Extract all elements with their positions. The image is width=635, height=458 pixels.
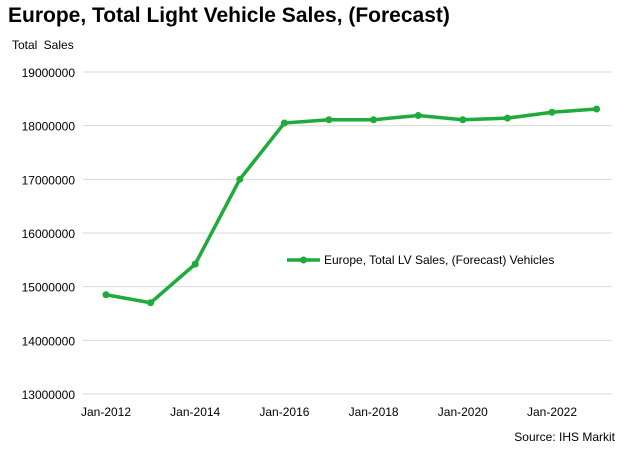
legend-label: Europe, Total LV Sales, (Forecast) Vehic… (324, 253, 554, 267)
x-tick-label: Jan-2014 (170, 405, 220, 419)
data-point (280, 119, 288, 127)
data-point (147, 299, 155, 307)
chart-title: Europe, Total Light Vehicle Sales, (Fore… (8, 4, 450, 27)
y-tick-label: 18000000 (22, 120, 76, 134)
data-point (236, 175, 244, 183)
y-tick-label: 13000000 (22, 388, 76, 402)
legend-swatch-marker (300, 256, 307, 264)
legend: Europe, Total LV Sales, (Forecast) Vehic… (287, 253, 554, 267)
x-tick-label: Jan-2022 (527, 405, 577, 419)
x-tick-label: Jan-2012 (81, 405, 131, 419)
y-axis-label: Total Sales (12, 38, 74, 52)
y-tick-label: 14000000 (22, 334, 76, 348)
y-tick-label: 15000000 (22, 281, 76, 295)
data-point (414, 111, 422, 119)
x-tick-labels: Jan-2012 Jan-2014 Jan-2016 Jan-2018 Jan-2020… (81, 405, 577, 419)
data-point (325, 116, 333, 124)
data-point (370, 116, 378, 124)
data-point (102, 291, 110, 299)
y-tick-label: 19000000 (22, 66, 76, 80)
y-tick-label: 17000000 (22, 173, 76, 187)
x-tick-label: Jan-2016 (259, 405, 309, 419)
y-tick-labels: 13000000 14000000 15000000 16000000 17000000… (22, 66, 76, 402)
x-tick-label: Jan-2018 (349, 405, 399, 419)
series-line (105, 107, 597, 305)
data-point (593, 105, 601, 113)
series-group (102, 105, 601, 307)
data-point (548, 108, 556, 116)
source-note: Source: IHS Markit (514, 430, 615, 444)
data-point (459, 116, 467, 124)
y-tick-label: 16000000 (22, 227, 76, 241)
data-point (503, 114, 511, 122)
data-point (191, 260, 199, 268)
x-tick-label: Jan-2020 (438, 405, 488, 419)
